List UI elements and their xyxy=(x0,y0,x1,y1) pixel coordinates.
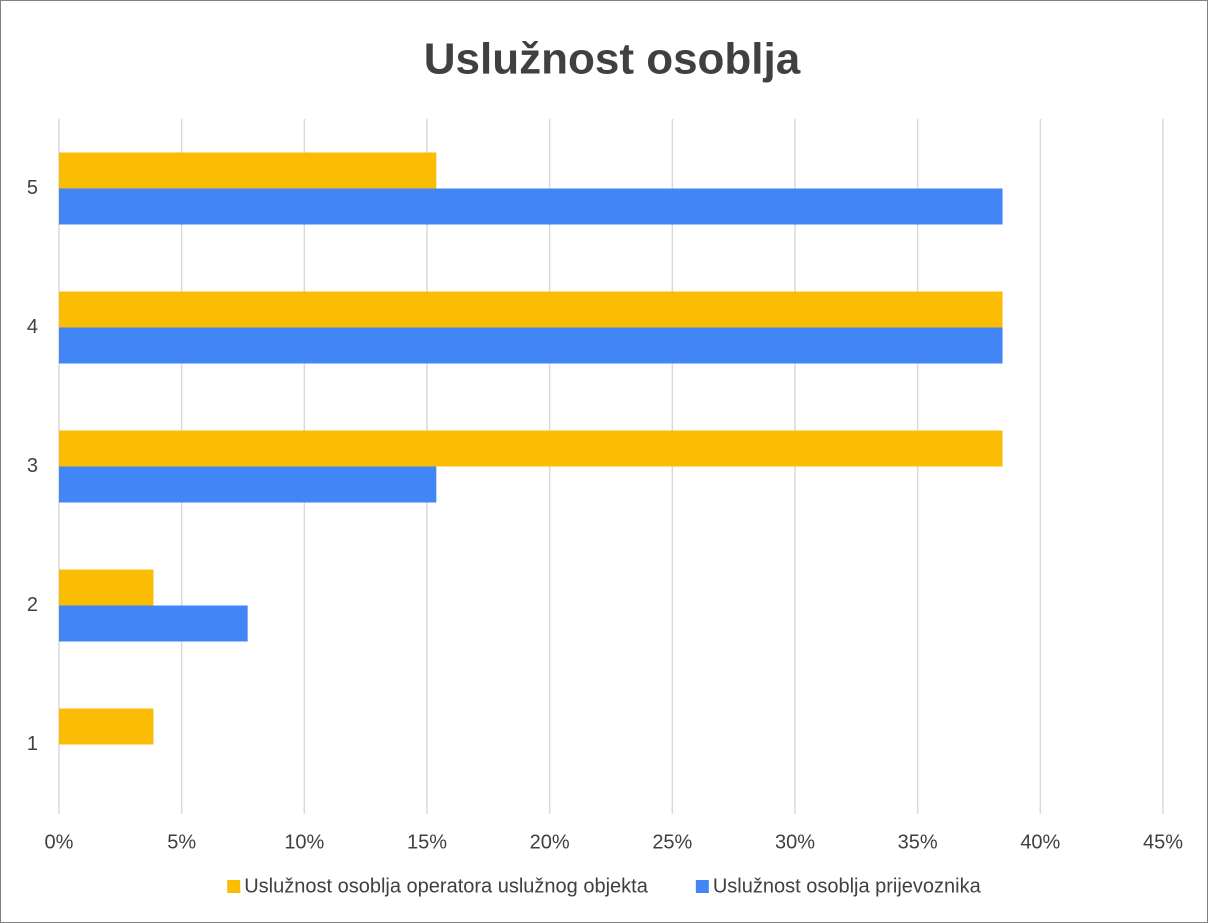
bar xyxy=(59,430,1003,467)
bar xyxy=(59,188,1003,225)
chart-title: Uslužnost osoblja xyxy=(424,35,801,84)
x-tick-label: 25% xyxy=(652,831,692,853)
x-tick-label: 15% xyxy=(407,831,447,853)
y-tick-label: 3 xyxy=(27,455,38,477)
legend-swatch xyxy=(227,880,241,893)
legend-label: Uslužnost osoblja operatora uslužnog obj… xyxy=(244,875,648,897)
y-tick-label: 1 xyxy=(27,733,38,755)
legend-swatch xyxy=(695,880,709,893)
x-tick-label: 5% xyxy=(167,831,196,853)
x-tick-label: 45% xyxy=(1143,831,1183,853)
x-tick-label: 35% xyxy=(898,831,938,853)
y-tick-label: 4 xyxy=(27,316,38,338)
x-tick-label: 20% xyxy=(530,831,570,853)
bar xyxy=(59,152,437,189)
bar xyxy=(59,291,1003,328)
y-tick-label: 2 xyxy=(27,594,38,616)
bar xyxy=(59,708,154,745)
bar xyxy=(59,466,437,503)
x-tick-label: 10% xyxy=(284,831,324,853)
legend-label: Uslužnost osoblja prijevoznika xyxy=(713,875,982,897)
x-tick-label: 30% xyxy=(775,831,815,853)
x-tick-label: 0% xyxy=(45,831,74,853)
bar xyxy=(59,569,154,606)
y-tick-label: 5 xyxy=(27,177,38,199)
bar xyxy=(59,327,1003,364)
bar xyxy=(59,605,248,642)
x-tick-label: 40% xyxy=(1020,831,1060,853)
